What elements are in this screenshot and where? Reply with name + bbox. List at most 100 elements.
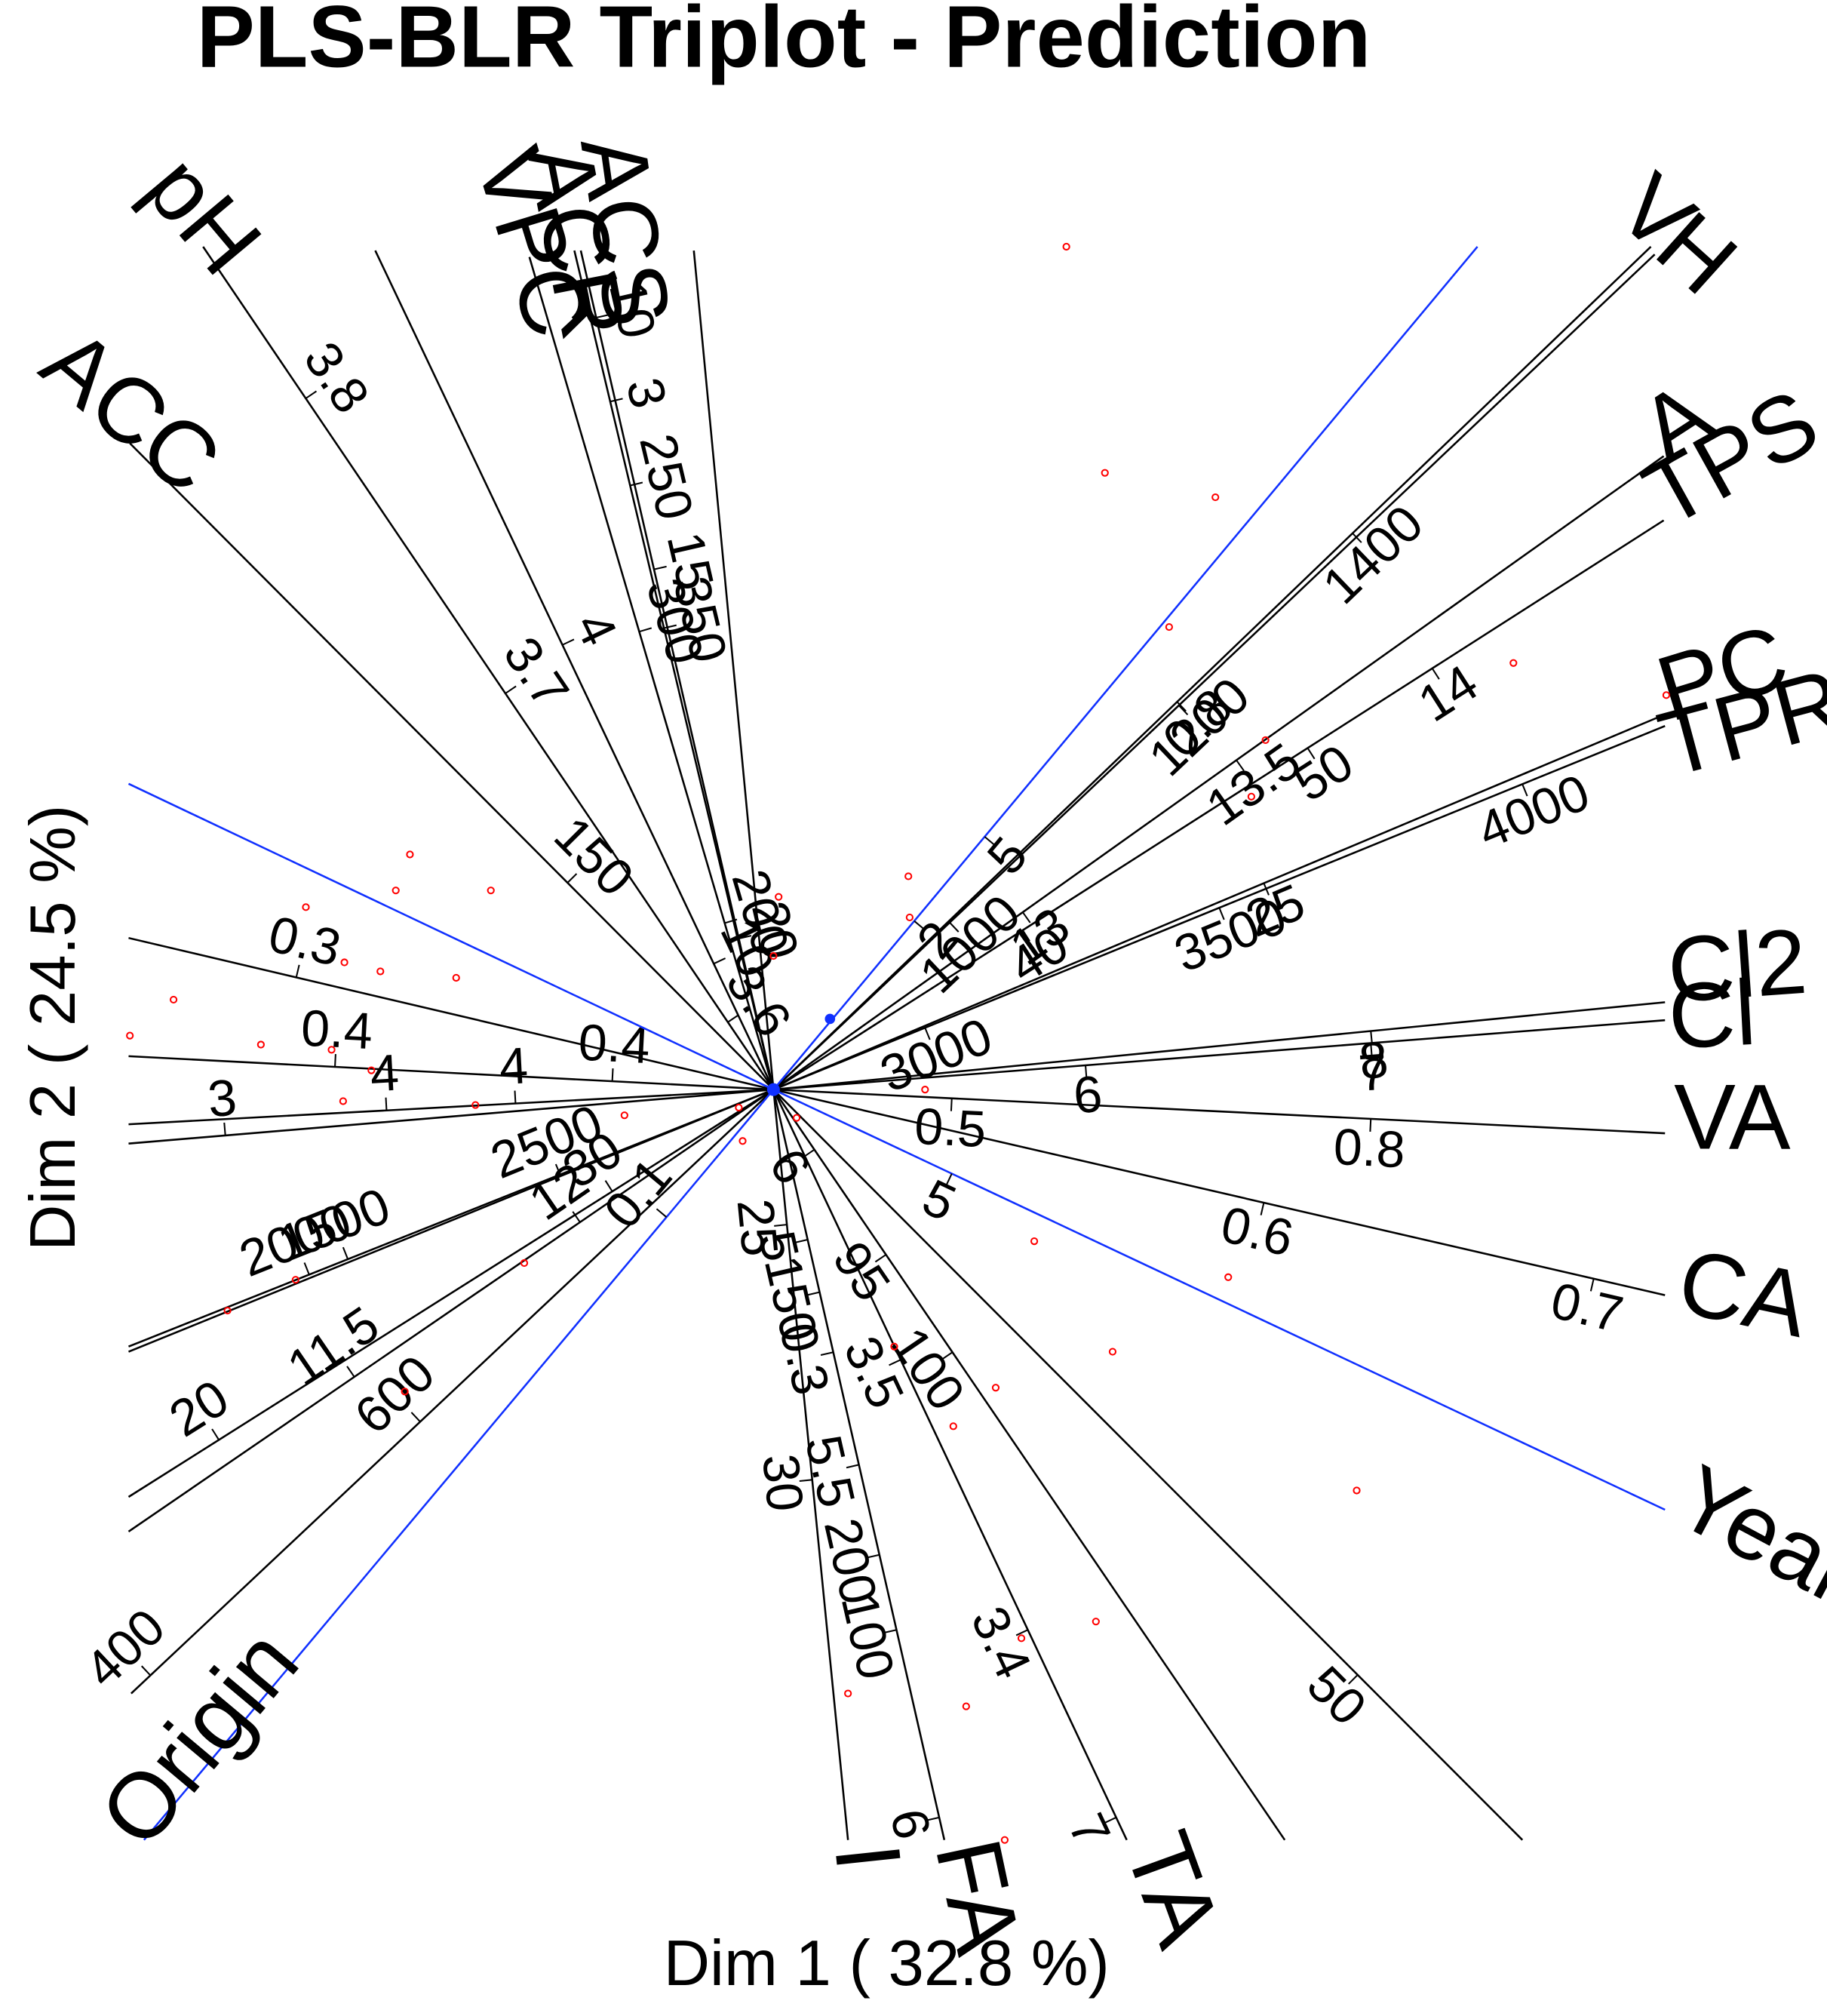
tick-mark bbox=[846, 1464, 859, 1469]
axis-line-unlabeled-0 bbox=[374, 250, 775, 1090]
tick-mark bbox=[1015, 1629, 1029, 1636]
tick-label-unlabeled: 95 bbox=[821, 1231, 901, 1311]
y-axis-label: Dim 2 ( 24.5 %) bbox=[17, 805, 89, 1251]
axis-line-unlabeled-6 bbox=[128, 1088, 774, 1126]
tick-label-tps: 50 bbox=[1284, 733, 1363, 813]
tick-mark bbox=[727, 1014, 739, 1023]
sample-point bbox=[735, 1103, 743, 1112]
sample-point bbox=[620, 1111, 628, 1120]
tick-mark bbox=[630, 481, 643, 487]
axis-line-unlabeled-5 bbox=[128, 1055, 774, 1091]
tick-mark bbox=[572, 1211, 581, 1223]
axis-line-acr bbox=[573, 250, 775, 1090]
tick-label-acs: 15 bbox=[656, 527, 725, 595]
sample-point bbox=[1017, 1634, 1026, 1643]
tick-label-acs: 10 bbox=[598, 275, 667, 344]
tick-mark bbox=[1021, 911, 1031, 923]
sample-point bbox=[949, 1422, 957, 1431]
tick-mark bbox=[1218, 907, 1225, 920]
sample-point bbox=[1165, 622, 1174, 632]
tick-mark bbox=[945, 1173, 953, 1186]
tick-mark bbox=[334, 1053, 336, 1068]
tick-mark bbox=[874, 1254, 887, 1263]
sample-point bbox=[291, 1276, 299, 1284]
tick-mark bbox=[346, 1366, 355, 1378]
tick-mark bbox=[1348, 1674, 1359, 1685]
sample-point bbox=[905, 913, 914, 922]
tick-mark bbox=[141, 1665, 152, 1676]
prediction-axis-line-upper-left bbox=[127, 782, 774, 1091]
tick-mark bbox=[924, 1027, 931, 1040]
tick-mark bbox=[949, 922, 960, 933]
tick-label-unlabeled: 1500 bbox=[270, 1177, 398, 1273]
tick-mark bbox=[656, 1208, 668, 1218]
tick-mark bbox=[410, 1412, 421, 1423]
sample-point bbox=[792, 1114, 801, 1122]
tick-mark bbox=[799, 1479, 812, 1483]
axis-label-i: I bbox=[815, 1839, 921, 1875]
sample-point bbox=[991, 1384, 1000, 1392]
sample-point bbox=[487, 887, 495, 895]
tick-mark bbox=[1236, 759, 1245, 772]
tick-mark bbox=[806, 1291, 820, 1296]
axis-line-unlabeled-7 bbox=[128, 1088, 774, 1145]
sample-point bbox=[1662, 691, 1671, 699]
tick-label-unlabeled: 100 bbox=[880, 1317, 976, 1421]
tick-label-i: 25 bbox=[726, 1197, 789, 1259]
tick-label-unlabeled: 4 bbox=[564, 604, 628, 654]
sample-point bbox=[340, 958, 349, 967]
sample-point bbox=[1261, 736, 1270, 745]
axis-line-vpc bbox=[528, 257, 775, 1090]
tick-mark bbox=[303, 1262, 310, 1275]
tick-label-cl2: 8 bbox=[1357, 1031, 1391, 1090]
sample-point bbox=[1509, 659, 1518, 667]
tick-label-unlabeled: 50 bbox=[1296, 1655, 1377, 1736]
sample-point bbox=[452, 973, 460, 982]
sample-point bbox=[376, 967, 385, 976]
tick-mark bbox=[596, 314, 610, 319]
axis-line-ph bbox=[202, 246, 775, 1090]
sample-point bbox=[962, 1702, 970, 1710]
prediction-tick-label-year: 5 bbox=[914, 1169, 965, 1233]
tick-label-ta: 3.4 bbox=[960, 1598, 1042, 1687]
axis-label-cl2: Cl2 bbox=[1664, 909, 1810, 1022]
tick-label-ca: 0.7 bbox=[1546, 1271, 1628, 1343]
tick-mark bbox=[1085, 1065, 1088, 1079]
tick-mark bbox=[866, 1553, 880, 1559]
sample-point bbox=[1101, 469, 1109, 477]
sample-point bbox=[775, 893, 783, 901]
prediction-axis-line-upper-right bbox=[772, 246, 1478, 1090]
tick-mark bbox=[1176, 701, 1187, 712]
chart-title: PLS-BLR Triplot - Prediction bbox=[197, 0, 1371, 86]
sample-point bbox=[1092, 1618, 1100, 1626]
axis-line-unlabeled-11 bbox=[127, 1089, 775, 1533]
axis-line-acc bbox=[129, 442, 775, 1091]
tick-mark bbox=[724, 918, 738, 924]
axis-line-unlabeled-10 bbox=[127, 1089, 775, 1498]
tick-mark bbox=[1370, 1031, 1373, 1044]
tick-mark bbox=[639, 627, 652, 633]
axis-line-h bbox=[772, 254, 1656, 1091]
tick-label-unlabeled: 0.3 bbox=[263, 905, 346, 978]
sample-point bbox=[1108, 1348, 1117, 1356]
axis-line-cl bbox=[773, 1019, 1666, 1091]
axis-line-unlabeled-2 bbox=[772, 1089, 1524, 1841]
axis-label-fa: FA bbox=[917, 1830, 1041, 1962]
axis-line-tps bbox=[772, 519, 1665, 1091]
tick-mark bbox=[1021, 930, 1030, 942]
sample-point bbox=[1030, 1237, 1039, 1246]
sample-point bbox=[1353, 1486, 1361, 1495]
tick-label-unlabeled: 0.4 bbox=[299, 999, 373, 1060]
sample-point bbox=[738, 1137, 747, 1145]
sample-point bbox=[367, 1066, 376, 1074]
tick-mark bbox=[1178, 705, 1189, 716]
prediction-axis-label-year: Year bbox=[1661, 1445, 1827, 1624]
tick-mark bbox=[554, 1163, 562, 1177]
sample-point bbox=[223, 1306, 232, 1315]
tick-label-va: 0.8 bbox=[1332, 1118, 1406, 1179]
sample-point bbox=[302, 903, 310, 911]
x-axis-label: Dim 1 ( 32.8 %) bbox=[664, 1928, 1110, 1999]
origin-marker bbox=[766, 1083, 780, 1096]
tick-label-unlabeled: 4 bbox=[498, 1037, 530, 1096]
tick-mark bbox=[803, 1148, 815, 1158]
